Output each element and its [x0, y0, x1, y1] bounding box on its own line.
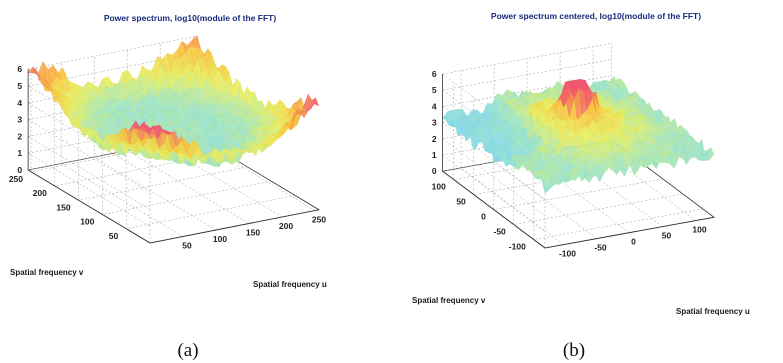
panel-b: Power spectrum centered, log10(module of…	[412, 11, 750, 361]
u-axis-line	[149, 209, 320, 244]
panel-a-axes: 0 1 2 3 4 5 6 50 100 150 200 250 50 100 150 200 250	[9, 64, 327, 250]
panel-a-title: Power spectrum, log10(module of the FFT)	[104, 13, 277, 23]
x-gridline	[526, 58, 630, 233]
v-tick-label: 100	[80, 217, 94, 227]
u-tick-label: -100	[559, 249, 576, 259]
v-tick-label: 100	[432, 182, 446, 192]
u-tick-label: 150	[246, 228, 260, 238]
panel-b-ylabel: Spatial frequency v	[412, 296, 486, 305]
x-gridline	[592, 46, 696, 221]
z-gridline	[442, 89, 546, 168]
u-tick-label: 50	[662, 231, 672, 241]
z-tick-label: 0	[17, 165, 22, 175]
panel-b-xlabel: Spatial frequency u	[676, 307, 750, 316]
z-tick-label: 2	[17, 131, 22, 141]
u-tick-label: 250	[312, 215, 326, 225]
z-tick-label: 5	[17, 81, 22, 91]
z-gridline	[28, 119, 198, 154]
z-tick-label: 1	[432, 150, 437, 160]
x-gridline	[460, 70, 564, 245]
z-tick-label: 4	[432, 101, 437, 111]
z-gridline	[28, 136, 198, 171]
surface-cell	[705, 147, 715, 161]
z-tick-label: 3	[432, 118, 437, 128]
v-tick-label: 50	[456, 197, 466, 207]
u-axis-line	[544, 216, 715, 249]
v-tick-label: -100	[509, 242, 526, 252]
panel-b-title: Power spectrum centered, log10(module of…	[491, 11, 701, 21]
panel-a-caption: (a)	[177, 340, 198, 361]
panel-a: Power spectrum, log10(module of the FFT)…	[9, 13, 327, 361]
u-tick-label: -50	[594, 243, 607, 253]
panel-a-xlabel: Spatial frequency u	[253, 280, 327, 289]
z-gridline	[442, 154, 546, 233]
z-tick-label: 1	[17, 148, 22, 158]
z-gridline	[28, 35, 198, 70]
u-tick-label: 100	[213, 234, 227, 244]
v-tick-label: 200	[33, 188, 47, 198]
v-axis-line	[27, 169, 151, 244]
z-gridline	[28, 86, 198, 120]
z-tick-label: 6	[17, 64, 22, 74]
u-tick-label: 200	[279, 221, 293, 231]
surface-cell	[310, 97, 320, 110]
x-gridline	[493, 64, 597, 239]
z-gridline	[28, 102, 198, 137]
z-tick-label: 2	[432, 134, 437, 144]
v-tick-label: 150	[56, 202, 70, 212]
z-tick-label: 0	[432, 166, 437, 176]
v-axis-line	[442, 170, 546, 249]
z-tick-label: 3	[17, 115, 22, 125]
z-gridline	[442, 73, 546, 152]
z-gridline	[442, 138, 546, 216]
u-tick-label: 0	[631, 237, 636, 247]
v-tick-label: 0	[481, 212, 486, 222]
v-tick-label: 250	[9, 174, 23, 184]
panel-b-surface	[442, 76, 715, 194]
panel-a-surface	[27, 35, 320, 168]
u-tick-label: 50	[182, 241, 192, 251]
u-tick-label: 100	[692, 225, 706, 235]
z-tick-label: 4	[17, 98, 22, 108]
panel-a-ylabel: Spatial frequency v	[10, 268, 84, 277]
v-tick-label: 50	[109, 231, 119, 241]
z-tick-label: 5	[432, 85, 437, 95]
panel-b-caption: (b)	[563, 340, 585, 361]
z-tick-label: 6	[432, 69, 437, 79]
v-tick-label: -50	[494, 227, 507, 237]
z-gridline	[442, 122, 546, 200]
